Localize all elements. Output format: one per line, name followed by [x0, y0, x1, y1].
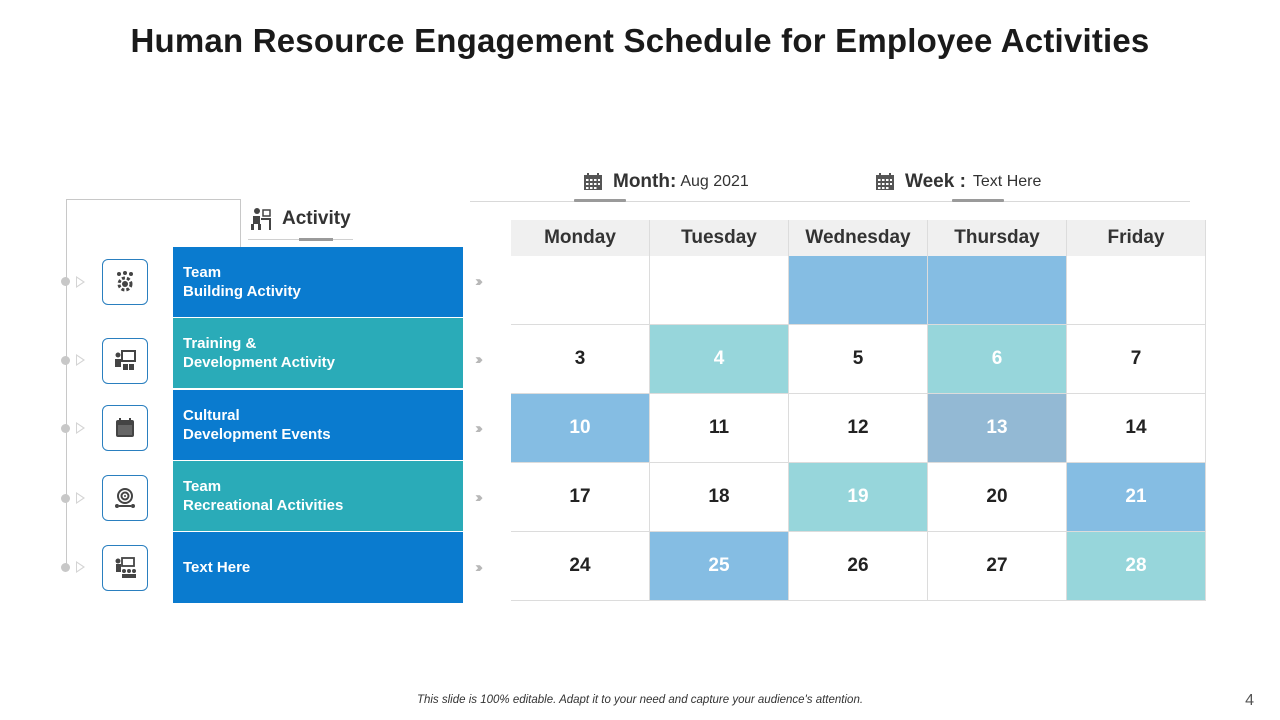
day-header-friday: Friday [1067, 220, 1206, 256]
calendar-day-cell[interactable]: 14 [1067, 394, 1206, 463]
activity-line2: Development Events [183, 426, 331, 443]
calendar-day-cell[interactable]: 11 [650, 394, 789, 463]
activity-line1: Cultural [183, 407, 240, 424]
week-label: Week : [905, 171, 966, 192]
activity-line1: Team [183, 264, 222, 281]
row-arrow-icon [76, 354, 85, 366]
calendar-day-cell[interactable]: 26 [789, 532, 928, 601]
calendar-day-cell[interactable]: 13 [928, 394, 1067, 463]
activity-header: Activity [248, 207, 351, 231]
calendar-day-cell[interactable] [928, 256, 1067, 325]
week-value: Text Here [972, 173, 1042, 190]
team-gear-glyph [117, 271, 133, 292]
activity-header-label: Activity [282, 208, 351, 229]
row-dot [61, 424, 70, 433]
calendar-day-cell[interactable]: 24 [511, 532, 650, 601]
calendar-glyph [116, 418, 134, 437]
month-label: Month: [613, 171, 677, 192]
calendar-day-cell[interactable]: 4 [650, 325, 789, 394]
activity-line1: Text Here [183, 559, 251, 576]
panel-frame-top [66, 199, 241, 200]
presentation-icon[interactable] [102, 338, 148, 384]
person-desk-icon [251, 208, 271, 230]
row-arrow-icon [76, 492, 85, 504]
calendar-day-cell[interactable]: 19 [789, 463, 928, 532]
calendar-day-cell[interactable]: 6 [928, 325, 1067, 394]
header-divider [470, 201, 1190, 202]
calendar-day-cell[interactable]: 20 [928, 463, 1067, 532]
panel-frame-right [240, 199, 241, 247]
calendar-day-cell[interactable]: 21 [1067, 463, 1206, 532]
day-header-monday: Monday [511, 220, 650, 256]
page-title: Human Resource Engagement Schedule for E… [130, 22, 1150, 59]
row-arrow-icon [76, 276, 85, 288]
chevrons-icon: ›››› [475, 559, 483, 576]
activity-line1: Team [183, 478, 222, 495]
chevrons-icon: ›››› [475, 351, 483, 368]
day-header-wednesday: Wednesday [789, 220, 928, 256]
presentation-glyph [115, 350, 136, 370]
calendar-icon [876, 173, 894, 190]
row-dot [61, 277, 70, 286]
activity-line2: Recreational Activities [183, 497, 344, 514]
activity-row-text-here[interactable]: Text Here [173, 532, 463, 603]
calendar-icon [584, 173, 602, 190]
activity-row-recreational[interactable]: Team Recreational Activities [173, 461, 463, 531]
month-underline [574, 199, 626, 202]
activity-underline [299, 238, 333, 241]
footer-note: This slide is 100% editable. Adapt it to… [416, 694, 864, 706]
week-underline [952, 199, 1004, 202]
target-icon[interactable] [102, 475, 148, 521]
calendar-day-cell[interactable] [1067, 256, 1206, 325]
activity-line1: Training & [183, 335, 257, 352]
calendar-day-cell[interactable]: 27 [928, 532, 1067, 601]
day-header-thursday: Thursday [928, 220, 1067, 256]
row-dot [61, 494, 70, 503]
row-dot [61, 563, 70, 572]
month-selector[interactable]: Month: Aug 2021 [583, 171, 749, 193]
meeting-glyph [115, 557, 136, 578]
row-arrow-icon [76, 561, 85, 573]
row-dot [61, 356, 70, 365]
activity-row-team-building[interactable]: Team Building Activity [173, 247, 463, 317]
activity-row-cultural[interactable]: Cultural Development Events [173, 390, 463, 460]
target-glyph [115, 488, 135, 508]
chevrons-icon: ›››› [475, 273, 483, 290]
meeting-icon[interactable] [102, 545, 148, 591]
calendar-day-cell[interactable]: 3 [511, 325, 650, 394]
calendar-icon[interactable] [102, 405, 148, 451]
calendar-day-cell[interactable] [511, 256, 650, 325]
calendar-day-cell[interactable]: 10 [511, 394, 650, 463]
chevrons-icon: ›››› [475, 489, 483, 506]
calendar-day-cell[interactable]: 25 [650, 532, 789, 601]
month-value: Aug 2021 [680, 173, 749, 190]
calendar-day-cell[interactable] [650, 256, 789, 325]
calendar-day-cell[interactable] [789, 256, 928, 325]
team-gear-icon[interactable] [102, 259, 148, 305]
activity-line2: Development Activity [183, 354, 335, 371]
calendar-day-cell[interactable]: 5 [789, 325, 928, 394]
calendar-day-cell[interactable]: 7 [1067, 325, 1206, 394]
row-arrow-icon [76, 422, 85, 434]
activity-row-training[interactable]: Training & Development Activity [173, 318, 463, 388]
activity-line2: Building Activity [183, 283, 301, 300]
calendar-day-cell[interactable]: 28 [1067, 532, 1206, 601]
panel-frame-left [66, 199, 67, 569]
page-number: 4 [1245, 692, 1254, 709]
chevrons-icon: ›››› [475, 420, 483, 437]
calendar-day-cell[interactable]: 18 [650, 463, 789, 532]
week-selector[interactable]: Week : Text Here [875, 171, 1041, 193]
calendar-day-cell[interactable]: 17 [511, 463, 650, 532]
calendar-day-cell[interactable]: 12 [789, 394, 928, 463]
day-header-tuesday: Tuesday [650, 220, 789, 256]
